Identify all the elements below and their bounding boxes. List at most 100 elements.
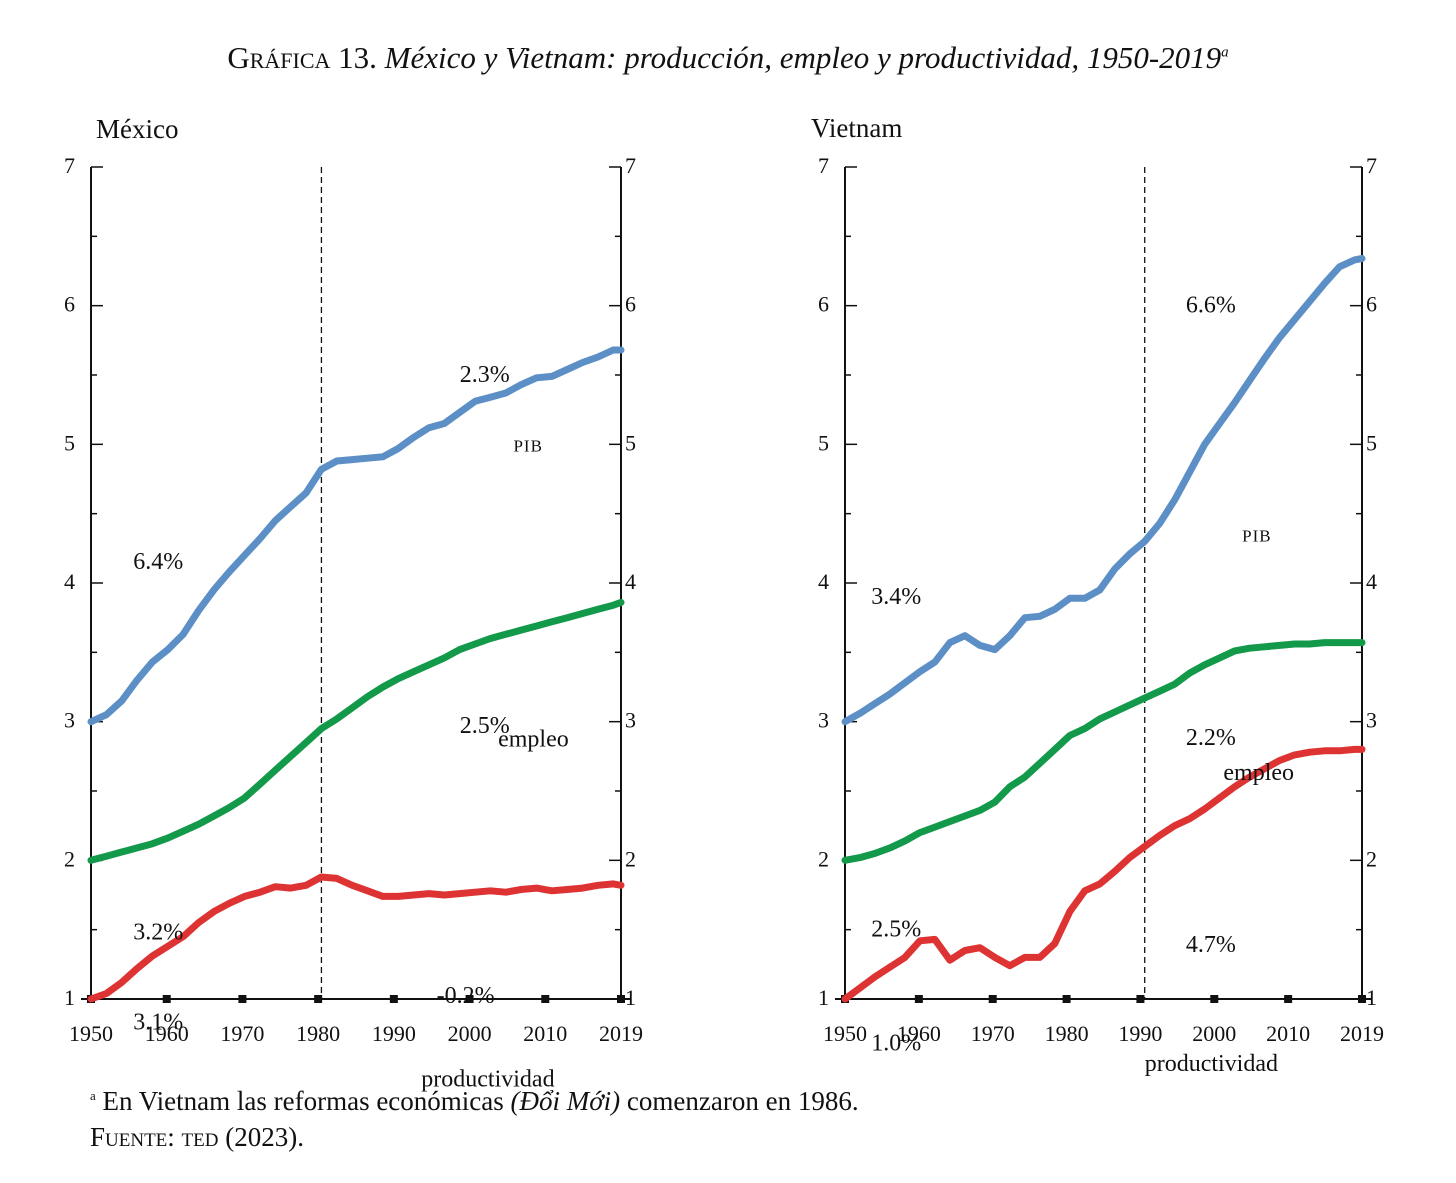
x-tick-mark [1284, 995, 1293, 1003]
panel-title-vietnam: Vietnam [811, 113, 902, 143]
x-tick-label: 1980 [1045, 1021, 1089, 1046]
x-tick-label: 1960 [145, 1021, 189, 1046]
source-year: (2023). [218, 1122, 304, 1152]
x-tick-mark [162, 995, 171, 1003]
y-tick-label-left: 5 [818, 430, 829, 455]
annotation-label: 3.1% [133, 1010, 183, 1036]
panel-title-mexico: México [96, 114, 178, 144]
x-tick-label: 2010 [1266, 1021, 1310, 1046]
y-tick-label-right: 1 [625, 985, 636, 1010]
annotation-label: -0.2% [437, 983, 495, 1009]
x-tick-label: 2000 [1192, 1021, 1236, 1046]
x-tick-mark [1210, 995, 1219, 1003]
panel-vietnam: Vietnam 1 1 2 2 3 3 4 4 5 5 6 6 7 7 1950 1960 1970 1980 199… [811, 113, 1384, 1077]
y-tick-label-left: 7 [64, 153, 75, 178]
y-tick-label-left: 4 [818, 569, 829, 594]
annotation-label: 1.0% [871, 1030, 921, 1056]
series-line-empleo [87, 598, 625, 864]
series-label-pib: PIB [513, 436, 542, 455]
footnote-text-after: comenzaron en 1986. [620, 1086, 859, 1116]
x-tick-label: 1980 [296, 1021, 340, 1046]
figure-title-text: México y Vietnam: producción, empleo y p… [384, 40, 1222, 75]
y-tick-label-right: 2 [1366, 846, 1377, 871]
y-tick-label-right: 3 [625, 708, 636, 733]
y-tick-label-left: 4 [64, 569, 75, 594]
footnote-marker: a [90, 1088, 96, 1103]
x-tick-label: 1950 [823, 1021, 867, 1046]
x-tick-label: 1990 [372, 1021, 416, 1046]
footnote-text-italic: (Đổi Mới) [510, 1086, 621, 1116]
footnote: a En Vietnam las reformas económicas (Đổ… [90, 1078, 859, 1155]
annotation-label: 2.5% [460, 713, 510, 739]
y-tick-label-right: 1 [1366, 985, 1377, 1010]
y-tick-label-left: 1 [818, 985, 829, 1010]
annotation-label: 2.2% [1186, 725, 1236, 751]
annotation-label: productividad [1145, 1051, 1278, 1077]
annotation-label: 4.7% [1186, 932, 1236, 958]
y-tick-label-right: 4 [625, 569, 636, 594]
annotation-label: empleo [1223, 760, 1294, 786]
x-tick-label: 1990 [1118, 1021, 1162, 1046]
y-tick-label-left: 6 [818, 292, 829, 317]
annotation-label: productividad [421, 1066, 554, 1092]
x-tick-label: 1950 [69, 1021, 113, 1046]
x-tick-mark [914, 995, 923, 1003]
x-tick-label: 1970 [971, 1021, 1015, 1046]
y-tick-label-right: 6 [1366, 292, 1377, 317]
x-tick-mark [314, 995, 323, 1003]
y-tick-label-right: 5 [1366, 430, 1377, 455]
x-tick-mark [465, 995, 474, 1003]
y-tick-label-right: 2 [625, 846, 636, 871]
annotation-label: 3.4% [871, 584, 921, 610]
figure-label: Gráfica 13. [227, 40, 377, 75]
series-line-productividad [841, 745, 1366, 1003]
x-tick-mark [238, 995, 247, 1003]
annotation-label: 3.2% [133, 919, 183, 945]
source-label: Fuente: [90, 1122, 175, 1152]
figure-title-marker: a [1221, 44, 1229, 61]
series-line-productividad [87, 873, 625, 1003]
x-tick-mark [389, 995, 398, 1003]
figure-title: Gráfica 13. México y Vietnam: producción… [0, 40, 1456, 76]
y-tick-label-right: 7 [625, 153, 636, 178]
y-tick-label-right: 4 [1366, 569, 1377, 594]
footnote-text-before: En Vietnam las reformas económicas [102, 1086, 511, 1116]
annotation-label: 6.6% [1186, 293, 1236, 319]
x-tick-label: 2000 [448, 1021, 492, 1046]
x-tick-label: 2019 [1340, 1021, 1384, 1046]
y-tick-label-right: 5 [625, 430, 636, 455]
annotation-label: 2.3% [460, 362, 510, 388]
x-tick-mark [1136, 995, 1145, 1003]
x-tick-label: 1970 [220, 1021, 264, 1046]
y-tick-label-right: 3 [1366, 708, 1377, 733]
x-tick-mark [1358, 995, 1366, 1003]
series-label-pib: PIB [1242, 526, 1271, 545]
x-tick-label: 2010 [523, 1021, 567, 1046]
x-tick-label: 1960 [897, 1021, 941, 1046]
y-tick-label-left: 3 [818, 708, 829, 733]
x-tick-mark [617, 995, 625, 1003]
y-tick-label-left: 3 [64, 708, 75, 733]
y-tick-label-left: 5 [64, 430, 75, 455]
source-org: ted [181, 1122, 219, 1152]
x-tick-mark [1062, 995, 1071, 1003]
annotation-label: 6.4% [133, 549, 183, 575]
y-tick-label-left: 1 [64, 985, 75, 1010]
footnote-source: Fuente: ted (2023). [90, 1119, 859, 1155]
x-tick-mark [988, 995, 997, 1003]
footnote-note: a En Vietnam las reformas económicas (Đổ… [90, 1078, 859, 1119]
y-tick-label-left: 2 [64, 846, 75, 871]
annotation-label: empleo [498, 727, 569, 753]
y-tick-label-left: 2 [818, 846, 829, 871]
series-line-empleo [841, 639, 1366, 864]
y-tick-label-left: 7 [818, 153, 829, 178]
x-tick-mark [541, 995, 550, 1003]
panel-mexico: México 1 1 2 2 3 3 4 4 5 5 6 6 7 7 1950 1960 1970 1980 1990… [64, 114, 643, 1092]
series-line-pib [841, 255, 1366, 726]
annotation-label: 2.5% [871, 917, 921, 943]
x-tick-label: 2019 [599, 1021, 643, 1046]
y-tick-label-left: 6 [64, 292, 75, 317]
series-line-pib [87, 346, 625, 726]
y-tick-label-right: 7 [1366, 153, 1377, 178]
